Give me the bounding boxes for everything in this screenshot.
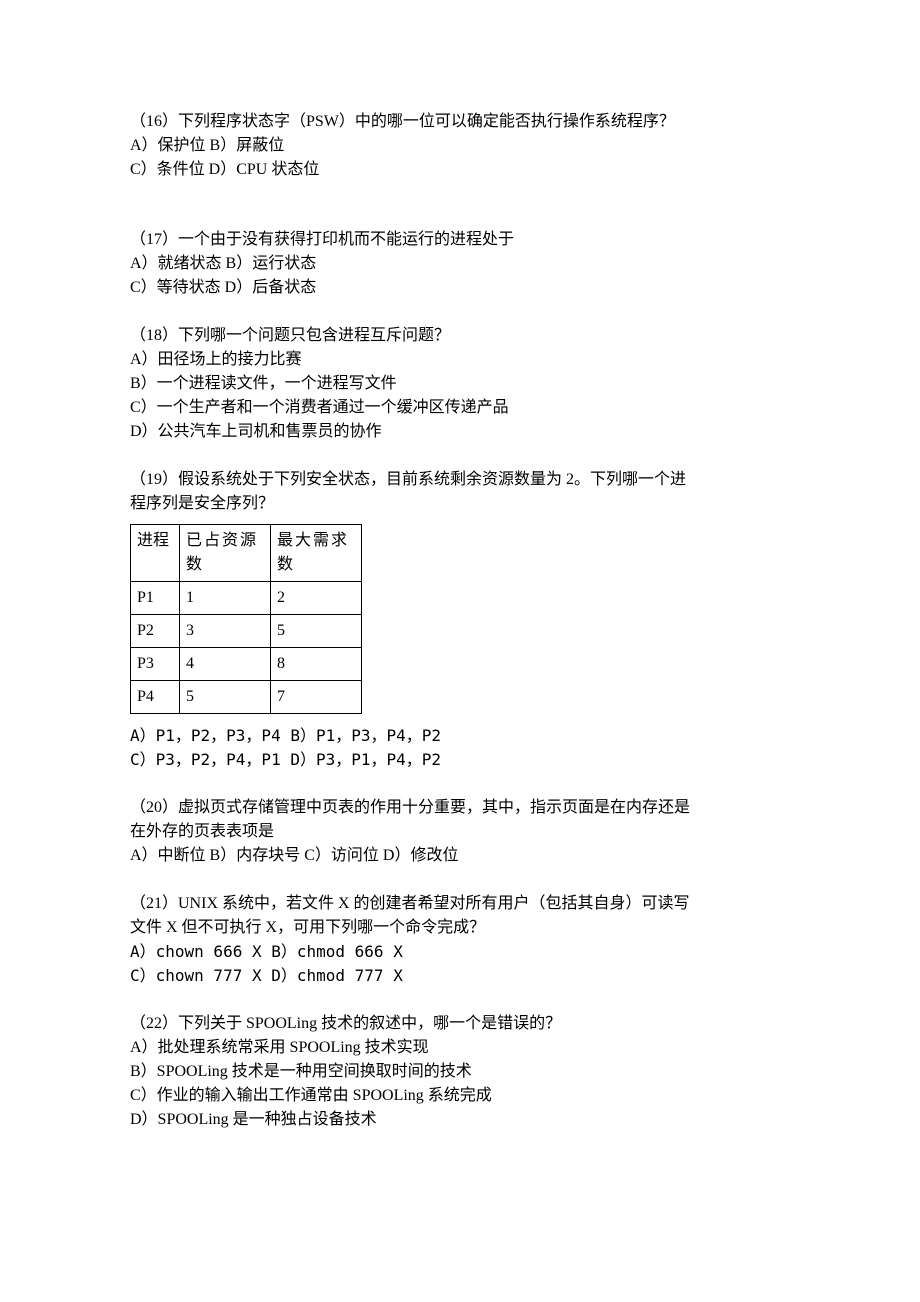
cell-max: 5 [271,615,362,648]
exam-page: （16）下列程序状态字（PSW）中的哪一位可以确定能否执行操作系统程序？ A）保… [0,0,920,1302]
table-row: P1 1 2 [131,582,362,615]
q19-options-ab: A）P1，P2，P3，P4 B）P1，P3，P4，P2 [130,724,790,748]
question-22: （22）下列关于 SPOOLing 技术的叙述中，哪一个是错误的？ A）批处理系… [130,1012,790,1132]
q21-stem-line1: （21）UNIX 系统中，若文件 X 的创建者希望对所有用户（包括其自身）可读写 [130,892,790,916]
table-row: P3 4 8 [131,648,362,681]
table-row: P2 3 5 [131,615,362,648]
q16-stem: （16）下列程序状态字（PSW）中的哪一位可以确定能否执行操作系统程序？ [130,110,790,134]
cell-process: P3 [131,648,180,681]
q21-options-ab: A）chown 666 X B）chmod 666 X [130,940,790,964]
q21-stem-line2: 文件 X 但不可执行 X，可用下列哪一个命令完成？ [130,916,790,940]
cell-allocated: 3 [180,615,271,648]
table-header-row: 进程 已占资源数 最大需求数 [131,525,362,582]
q22-option-c: C）作业的输入输出工作通常由 SPOOLing 系统完成 [130,1084,790,1108]
q19-table: 进程 已占资源数 最大需求数 P1 1 2 P2 3 5 P3 4 8 P4 5 [130,524,362,714]
q19-options-cd: C）P3，P2，P4，P1 D）P3，P1，P4，P2 [130,748,790,772]
q18-option-a: A）田径场上的接力比赛 [130,348,790,372]
cell-process: P2 [131,615,180,648]
q20-stem-line1: （20）虚拟页式存储管理中页表的作用十分重要，其中，指示页面是在内存还是 [130,796,790,820]
cell-process: P1 [131,582,180,615]
q18-stem: （18）下列哪一个问题只包含进程互斥问题？ [130,324,790,348]
q16-options-cd: C）条件位 D）CPU 状态位 [130,158,790,182]
cell-max: 7 [271,681,362,714]
q18-option-c: C）一个生产者和一个消费者通过一个缓冲区传递产品 [130,396,790,420]
cell-max: 2 [271,582,362,615]
q22-stem: （22）下列关于 SPOOLing 技术的叙述中，哪一个是错误的？ [130,1012,790,1036]
cell-max: 8 [271,648,362,681]
q16-options-ab: A）保护位 B）屏蔽位 [130,134,790,158]
q17-options-cd: C）等待状态 D）后备状态 [130,276,790,300]
q20-options: A）中断位 B）内存块号 C）访问位 D）修改位 [130,844,790,868]
q18-option-d: D）公共汽车上司机和售票员的协作 [130,420,790,444]
q19-stem-line2: 程序列是安全序列？ [130,492,790,516]
table-header-max: 最大需求数 [271,525,362,582]
cell-allocated: 1 [180,582,271,615]
question-19: （19）假设系统处于下列安全状态，目前系统剩余资源数量为 2。下列哪一个进 程序… [130,468,790,772]
table-header-allocated: 已占资源数 [180,525,271,582]
q17-options-ab: A）就绪状态 B）运行状态 [130,252,790,276]
question-18: （18）下列哪一个问题只包含进程互斥问题？ A）田径场上的接力比赛 B）一个进程… [130,324,790,444]
question-16: （16）下列程序状态字（PSW）中的哪一位可以确定能否执行操作系统程序？ A）保… [130,110,790,182]
q22-option-b: B）SPOOLing 技术是一种用空间换取时间的技术 [130,1060,790,1084]
q17-stem: （17）一个由于没有获得打印机而不能运行的进程处于 [130,228,790,252]
table-row: P4 5 7 [131,681,362,714]
cell-allocated: 4 [180,648,271,681]
question-17: （17）一个由于没有获得打印机而不能运行的进程处于 A）就绪状态 B）运行状态 … [130,228,790,300]
q18-option-b: B）一个进程读文件，一个进程写文件 [130,372,790,396]
q22-option-d: D）SPOOLing 是一种独占设备技术 [130,1108,790,1132]
q20-stem-line2: 在外存的页表表项是 [130,820,790,844]
q22-option-a: A）批处理系统常采用 SPOOLing 技术实现 [130,1036,790,1060]
cell-process: P4 [131,681,180,714]
question-21: （21）UNIX 系统中，若文件 X 的创建者希望对所有用户（包括其自身）可读写… [130,892,790,988]
q19-stem-line1: （19）假设系统处于下列安全状态，目前系统剩余资源数量为 2。下列哪一个进 [130,468,790,492]
cell-allocated: 5 [180,681,271,714]
question-20: （20）虚拟页式存储管理中页表的作用十分重要，其中，指示页面是在内存还是 在外存… [130,796,790,868]
q21-options-cd: C）chown 777 X D）chmod 777 X [130,964,790,988]
table-header-process: 进程 [131,525,180,582]
